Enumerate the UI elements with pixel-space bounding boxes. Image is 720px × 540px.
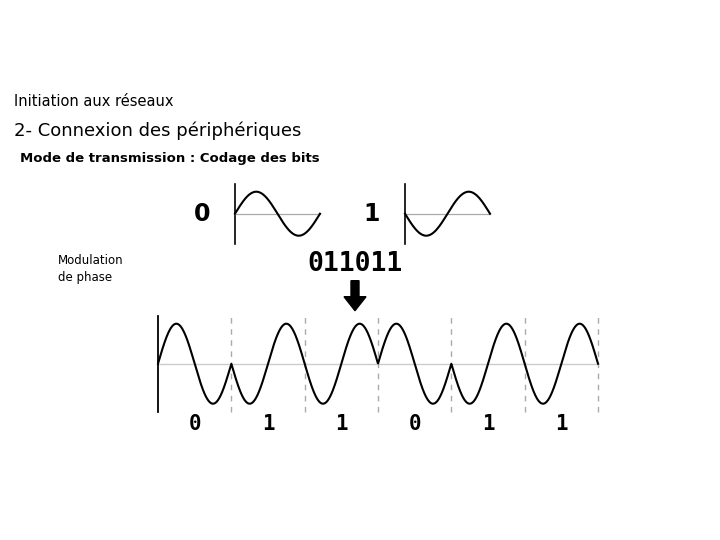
Text: 1: 1 (261, 414, 274, 434)
Text: 2- Connexion des périphériques: 2- Connexion des périphériques (14, 122, 302, 140)
Text: 0: 0 (194, 202, 210, 226)
Text: 011011: 011011 (307, 251, 402, 276)
Text: 1: 1 (364, 202, 380, 226)
Text: 0: 0 (189, 414, 201, 434)
Text: Initiation aux réseaux: Initiation aux réseaux (14, 94, 174, 109)
Text: 0: 0 (408, 414, 421, 434)
Text: 1: 1 (335, 414, 348, 434)
FancyArrow shape (344, 281, 366, 310)
Text: Informatique et Sciences du Numérique: Informatique et Sciences du Numérique (13, 44, 369, 59)
Text: ISN: ISN (13, 10, 42, 25)
Text: Mode de transmission : Codage des bits: Mode de transmission : Codage des bits (20, 152, 320, 165)
Text: 1: 1 (555, 414, 567, 434)
Text: Modulation
de phase: Modulation de phase (58, 254, 124, 284)
Text: 1: 1 (482, 414, 495, 434)
